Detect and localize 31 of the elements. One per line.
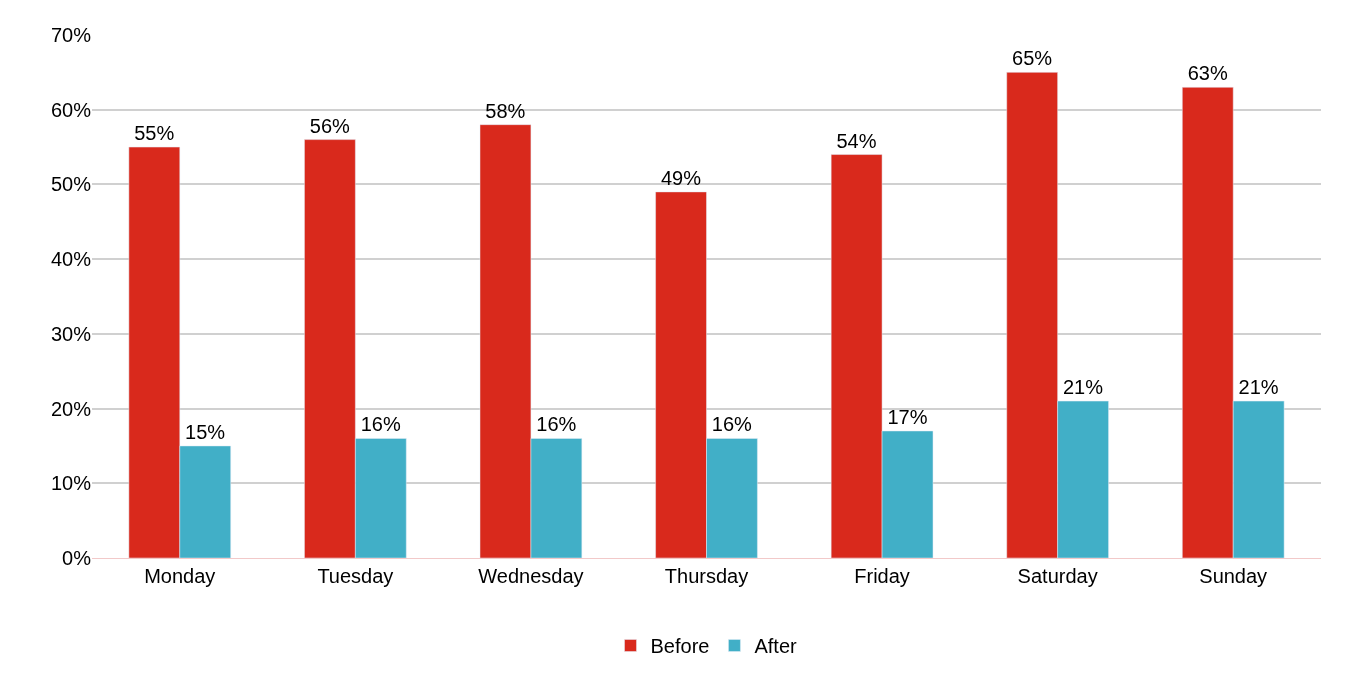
- data-label: 65%: [1012, 47, 1053, 70]
- data-label: 54%: [836, 129, 877, 152]
- x-tick-label: Monday: [144, 565, 216, 587]
- y-tick-label: 30%: [50, 322, 92, 345]
- data-label: 55%: [134, 122, 175, 145]
- x-tick-label: Friday: [854, 565, 910, 587]
- data-label: 56%: [309, 114, 351, 137]
- legend-label: Before: [650, 635, 710, 658]
- x-tick-label: Sunday: [1199, 565, 1268, 587]
- x-tick-label: Tuesday: [317, 565, 394, 587]
- data-label: 58%: [485, 99, 526, 122]
- data-label: 63%: [1187, 62, 1228, 85]
- data-label: 16%: [711, 413, 753, 436]
- y-tick-label: 20%: [50, 397, 92, 420]
- x-tick-label: Wednesday: [478, 565, 584, 587]
- legend-label: After: [754, 635, 798, 658]
- data-label: 21%: [1238, 376, 1279, 399]
- x-tick-label: Thursday: [664, 565, 749, 587]
- y-tick-label: 50%: [50, 173, 92, 196]
- y-tick-label: 40%: [50, 248, 92, 271]
- data-label: 16%: [360, 413, 401, 436]
- y-tick-label: 10%: [50, 472, 92, 495]
- x-tick-label: Saturday: [1017, 565, 1098, 587]
- y-tick-label: 70%: [50, 24, 92, 46]
- y-tick-label: 60%: [50, 98, 92, 121]
- data-label: 17%: [887, 405, 928, 428]
- y-tick-label: 0%: [62, 547, 92, 569]
- data-label: 15%: [185, 420, 226, 443]
- data-label: 21%: [1062, 376, 1104, 399]
- data-label: 16%: [536, 413, 577, 436]
- data-label: 49%: [660, 166, 702, 189]
